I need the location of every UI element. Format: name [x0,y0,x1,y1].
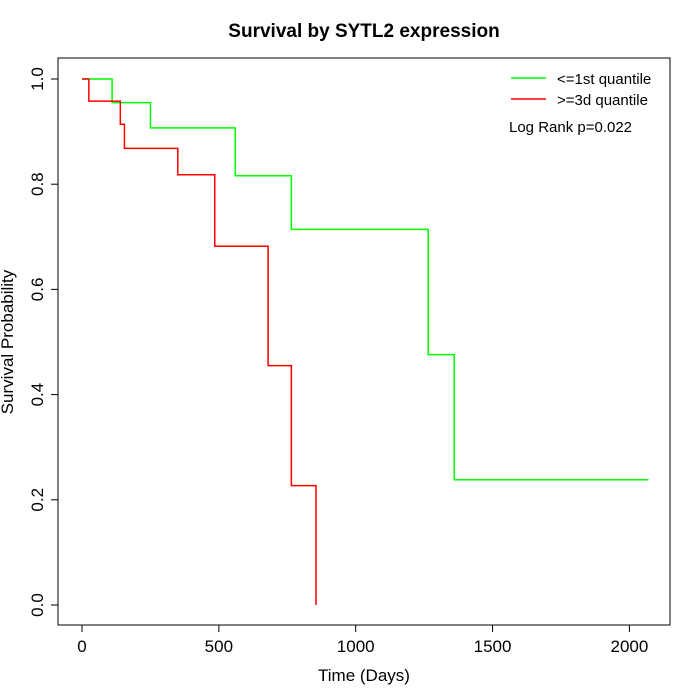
plot-frame [57,57,671,626]
y-axis: 0.0 0.2 0.4 0.6 0.8 1.0 [28,67,59,617]
y-tick-label: 0.6 [28,278,47,302]
y-tick-label: 1.0 [28,67,47,91]
x-tick-label: 2000 [610,637,648,656]
x-axis-label: Time (Days) [318,666,410,685]
y-tick-label: 0.8 [28,172,47,196]
survival-curve-high [82,78,317,605]
y-tick-label: 0.2 [28,488,47,512]
x-tick-label: 1000 [337,637,375,656]
y-axis-label: Survival Probability [0,269,17,414]
legend-label-low: <=1st quantile [557,71,651,88]
x-tick-label: 500 [205,637,233,656]
y-tick-label: 0.0 [28,593,47,617]
log-rank-annotation: Log Rank p=0.022 [509,119,632,136]
y-tick-label: 0.4 [28,383,47,407]
legend: <=1st quantile >=3d quantile [511,71,651,109]
x-axis: 0 500 1000 1500 2000 [77,624,648,656]
survival-curves [82,78,649,605]
x-tick-label: 1500 [474,637,512,656]
chart-title: Survival by SYTL2 expression [228,21,499,42]
survival-curve-low [82,78,649,481]
legend-label-high: >=3d quantile [557,92,648,109]
x-tick-label: 0 [77,637,86,656]
